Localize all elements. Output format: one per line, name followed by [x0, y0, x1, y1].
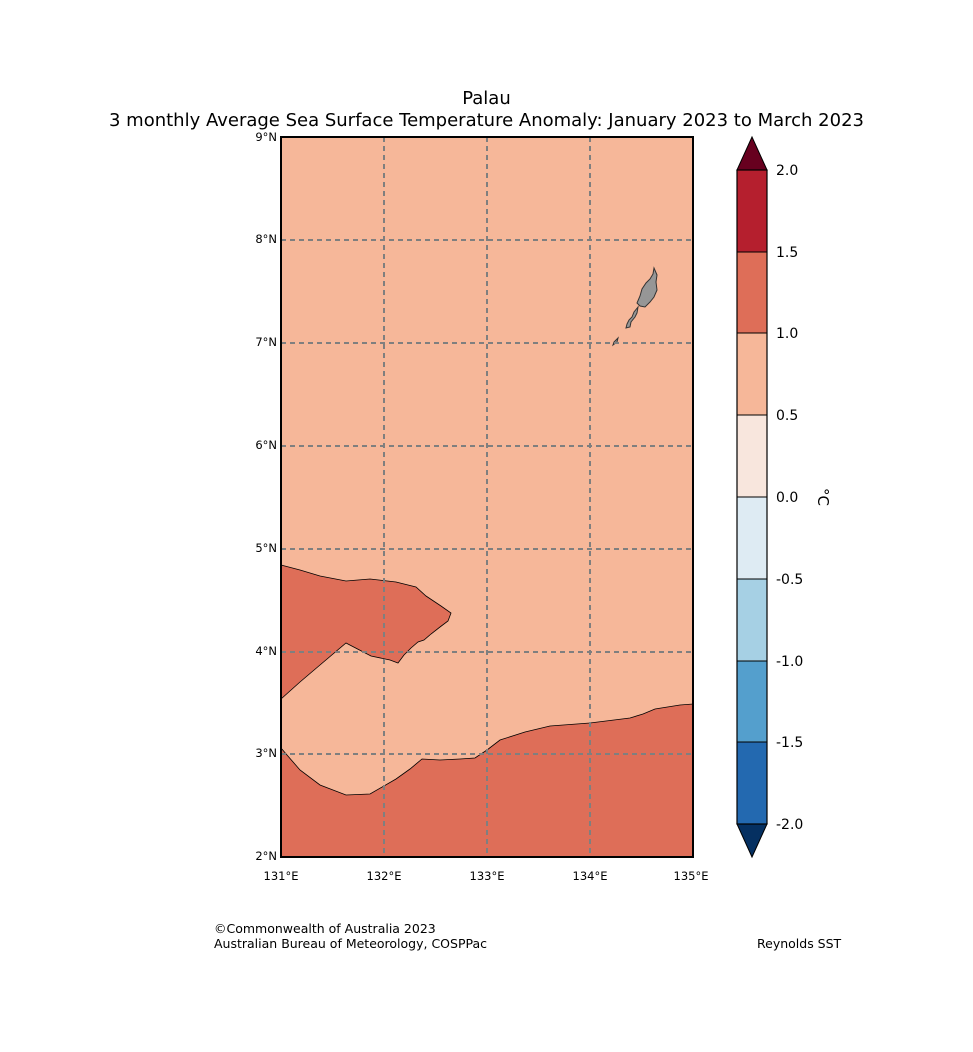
colorbar-bin-1.5-to-2.0 [737, 170, 767, 252]
colorbar-bin-0.5-to-1.0 [737, 333, 767, 415]
colorbar [736, 135, 768, 859]
colorbar-tick-neg1.0: -1.0 [776, 654, 803, 670]
colorbar-bin-1.0-to-1.5 [737, 252, 767, 333]
colorbar-bin-neg2.0-to-neg1.5 [737, 742, 767, 824]
palau-main-island [636, 266, 658, 308]
dataset-source-text: Reynolds SST [757, 936, 842, 951]
colorbar-bin-neg1.0-to-neg0.5 [737, 579, 767, 661]
map-gridlines [281, 137, 693, 857]
palau-southern-islets [625, 305, 639, 329]
colorbar-tick-labels: 2.0 1.5 1.0 0.5 0.0 -0.5 -1.0 -1.5 -2.0 [776, 163, 803, 833]
lon-label-132: 132°E [367, 869, 402, 883]
longitude-labels: 131°E 132°E 133°E 134°E 135°E [264, 869, 709, 883]
lat-label-4: 4°N [255, 644, 277, 658]
lat-label-5: 5°N [255, 541, 277, 555]
colorbar-tick-1.0: 1.0 [776, 326, 798, 342]
colorbar-tick-0.0: 0.0 [776, 490, 798, 506]
lon-label-134: 134°E [573, 869, 608, 883]
colorbar-frame [736, 169, 768, 825]
lon-label-131: 131°E [264, 869, 299, 883]
lon-label-133: 133°E [470, 869, 505, 883]
latitude-labels: 9°N 8°N 7°N 6°N 5°N 4°N 3°N 2°N [255, 130, 277, 863]
colorbar-tick-neg1.5: -1.5 [776, 735, 803, 751]
colorbar-tick-neg0.5: -0.5 [776, 572, 803, 588]
colorbar-unit-label: °C [814, 488, 832, 506]
copyright-text: ©Commonwealth of Australia 2023 [214, 921, 436, 936]
colorbar-bin-0.0-to-0.5 [737, 415, 767, 497]
lat-label-3: 3°N [255, 746, 277, 760]
colorbar-tick-0.5: 0.5 [776, 408, 798, 424]
colorbar-extend-below [736, 823, 768, 859]
lat-label-6: 6°N [255, 438, 277, 452]
map-subtitle: 3 monthly Average Sea Surface Temperatur… [108, 110, 864, 131]
colorbar-extend-above [736, 135, 768, 171]
lon-label-135: 135°E [674, 869, 709, 883]
map-frame [280, 136, 694, 858]
colorbar-bin-neg1.5-to-neg1.0 [737, 661, 767, 742]
lat-label-9: 9°N [255, 130, 277, 144]
sst-anomaly-1.0-to-1.5-north-region [280, 564, 452, 700]
colorbar-tick-1.5: 1.5 [776, 245, 798, 261]
colorbar-tick-2.0: 2.0 [776, 163, 798, 179]
map-panel [280, 136, 694, 858]
colorbar-tick-neg2.0: -2.0 [776, 817, 803, 833]
lat-label-2: 2°N [255, 849, 277, 863]
lat-label-7: 7°N [255, 335, 277, 349]
lat-label-8: 8°N [255, 232, 277, 246]
agency-text: Australian Bureau of Meteorology, COSPPa… [214, 936, 487, 951]
map-title: Palau [462, 88, 511, 109]
colorbar-bin-neg0.5-to-0.0 [737, 497, 767, 579]
credits-block: ©Commonwealth of Australia 2023 Australi… [214, 921, 487, 951]
